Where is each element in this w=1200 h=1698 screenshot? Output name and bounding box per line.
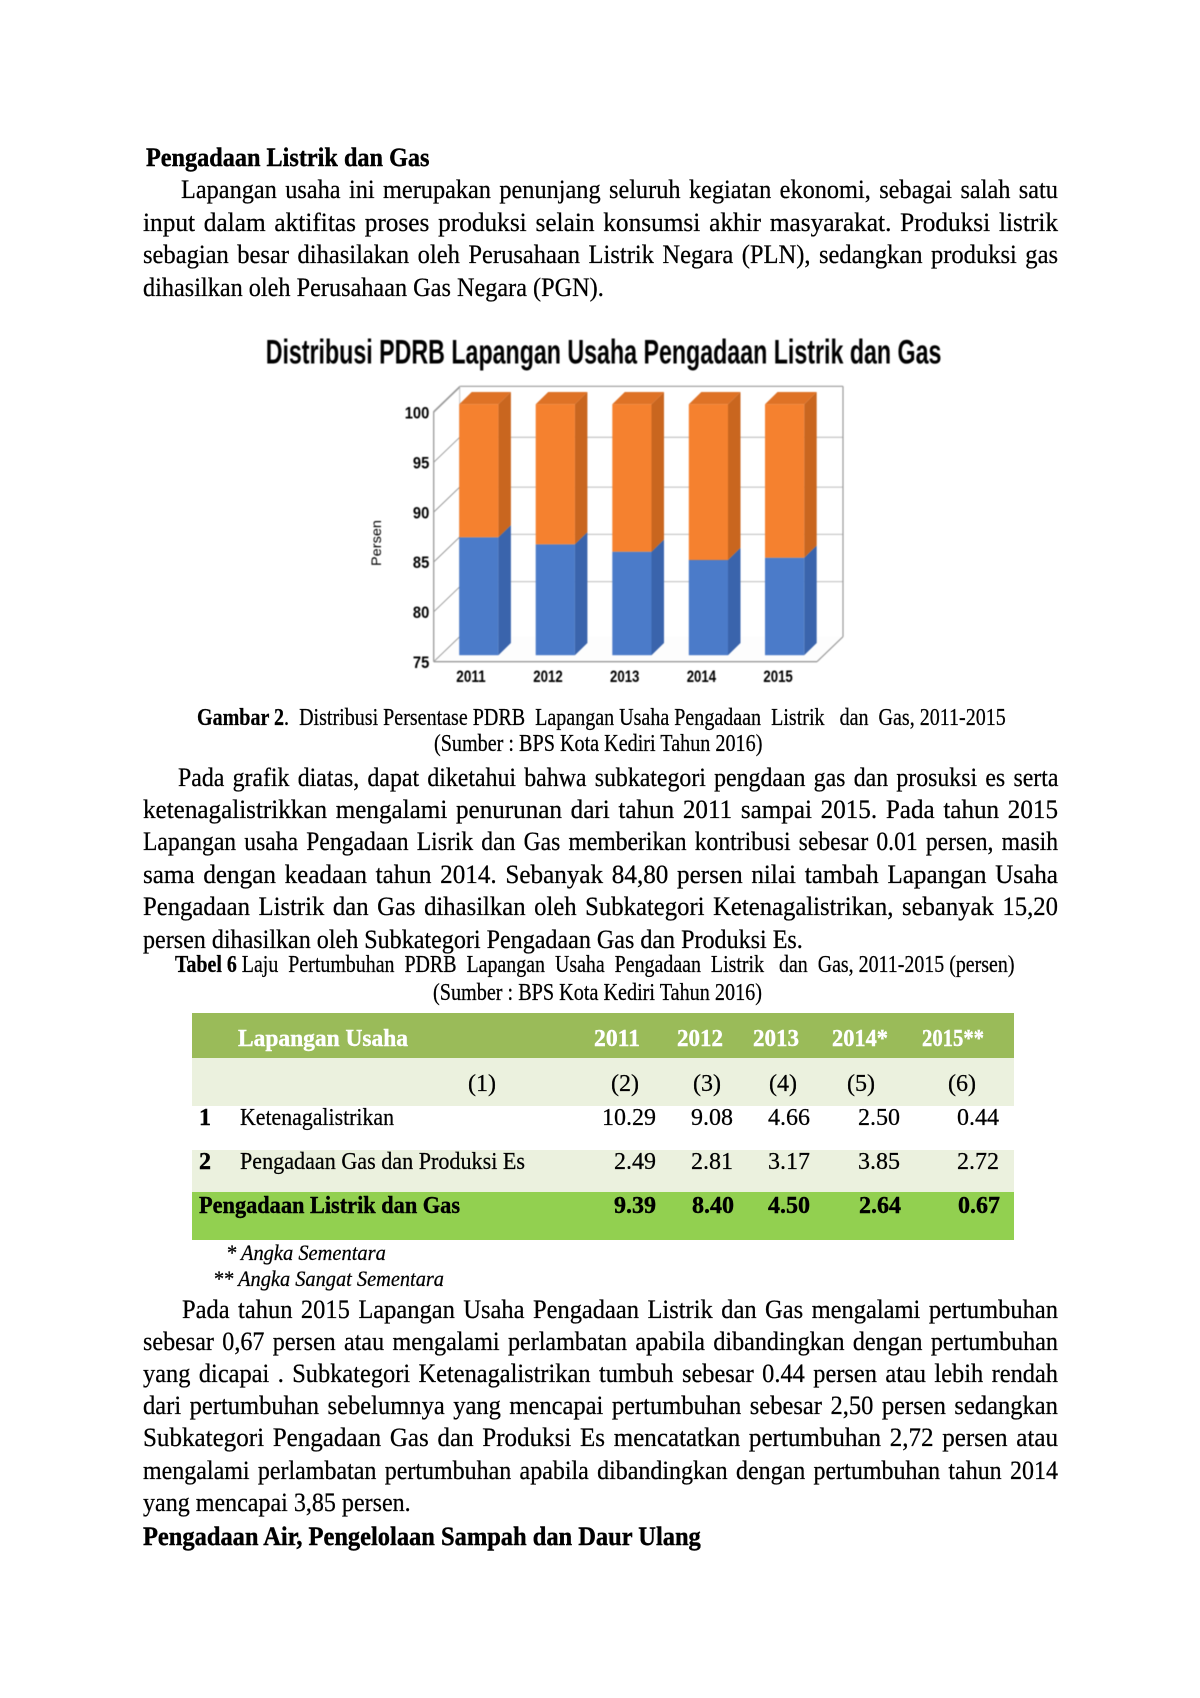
svg-text:Persen: Persen xyxy=(368,520,384,566)
svg-text:Distribusi PDRB Lapangan Usaha: Distribusi PDRB Lapangan Usaha Pengadaan… xyxy=(266,334,942,372)
svg-text:2012: 2012 xyxy=(533,667,562,686)
svg-text:95: 95 xyxy=(413,454,429,473)
svg-text:2011: 2011 xyxy=(456,667,485,686)
svg-text:90: 90 xyxy=(413,503,429,522)
svg-text:100: 100 xyxy=(405,404,430,423)
svg-text:80: 80 xyxy=(413,603,429,622)
svg-text:2015: 2015 xyxy=(763,667,792,686)
svg-text:2013: 2013 xyxy=(610,667,639,686)
svg-text:75: 75 xyxy=(413,653,429,672)
svg-text:85: 85 xyxy=(413,553,429,572)
svg-text:2014: 2014 xyxy=(687,667,717,686)
